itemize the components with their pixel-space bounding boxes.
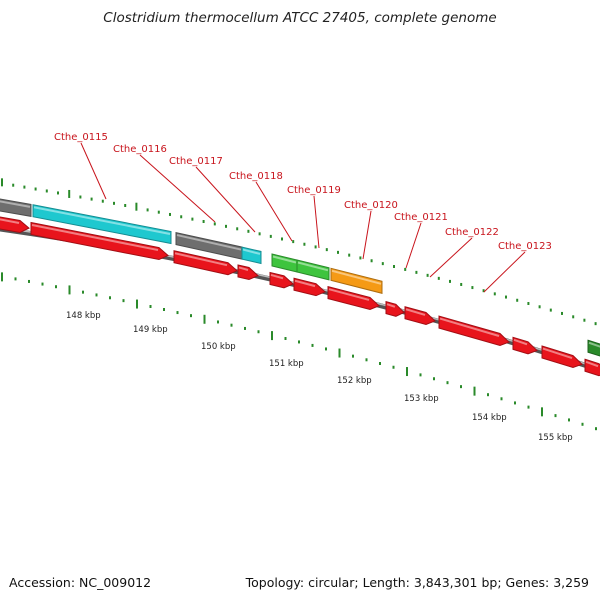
forward-gene (0, 198, 32, 217)
gene-label: Cthe_0116 (113, 144, 167, 155)
scale-label: 155 kbp (538, 433, 573, 443)
reverse-gene (541, 345, 583, 369)
forward-gene (587, 339, 600, 357)
forward-gene-highlight (33, 206, 171, 236)
reverse-gene (385, 301, 405, 317)
reverse-gene-highlight (439, 317, 500, 337)
scale-label: 150 kbp (201, 342, 236, 352)
inner-tick-ring (1, 272, 597, 431)
scale-label: 152 kbp (337, 376, 372, 386)
reverse-gene (438, 315, 510, 347)
scale-label: 151 kbp (269, 359, 304, 369)
forward-strand-genes (0, 198, 600, 357)
forward-gene-highlight (331, 269, 382, 285)
reverse-gene-highlight (585, 360, 599, 368)
reverse-gene (173, 250, 238, 276)
forward-gene (330, 267, 383, 294)
forward-gene (32, 204, 172, 245)
gene-label: Cthe_0122 (445, 227, 499, 238)
gene-label: Cthe_0120 (344, 200, 398, 211)
gene-label: Cthe_0117 (169, 156, 223, 167)
reverse-gene-highlight (542, 347, 573, 359)
reverse-gene (0, 216, 30, 234)
forward-gene-highlight (242, 248, 261, 255)
label-leader-line (80, 142, 107, 200)
scale-label: 148 kbp (66, 311, 101, 321)
forward-gene-highlight (272, 255, 297, 264)
label-leader-line (362, 210, 372, 260)
forward-gene (241, 246, 262, 265)
label-leader-line (255, 181, 293, 242)
reverse-gene-highlight (328, 288, 370, 301)
reverse-gene (327, 286, 380, 310)
scale-label: 149 kbp (133, 325, 168, 335)
reverse-gene (30, 221, 169, 261)
label-leader-line (313, 195, 320, 249)
label-leader-line (483, 251, 526, 293)
gene-label: Cthe_0118 (229, 171, 283, 182)
forward-gene-highlight (297, 261, 329, 272)
reverse-gene-highlight (386, 303, 396, 308)
gene-label: Cthe_0123 (498, 241, 552, 252)
reverse-gene (584, 358, 600, 377)
reverse-gene (293, 277, 326, 297)
reverse-gene-highlight (174, 252, 228, 267)
gene-label: Cthe_0119 (287, 185, 341, 196)
scale-labels: 148 kbp 149 kbp 150 kbp 151 kbp 152 kbp 153 k… (66, 311, 573, 443)
forward-gene-highlight (0, 200, 31, 208)
reverse-gene-highlight (294, 279, 316, 288)
forward-gene-highlight (176, 234, 242, 251)
gene-label: Cthe_0115 (54, 132, 108, 143)
scale-label: 154 kbp (472, 413, 507, 423)
reverse-gene-highlight (0, 218, 20, 224)
scale-label: 153 kbp (404, 394, 439, 404)
reverse-gene (269, 271, 294, 289)
label-leader-line (429, 237, 473, 278)
reverse-gene-highlight (405, 308, 426, 316)
reverse-gene-highlight (270, 273, 284, 280)
reverse-gene (237, 264, 259, 281)
reverse-gene (404, 306, 436, 326)
accession-text: Accession: NC_009012 (9, 575, 152, 590)
outer-tick-ring (1, 178, 597, 326)
label-leader-line (405, 222, 422, 269)
gene-label: Cthe_0121 (394, 212, 448, 223)
reverse-gene (512, 336, 538, 355)
genome-summary-text: Topology: circular; Length: 3,843,301 bp… (245, 575, 589, 590)
reverse-gene-highlight (31, 223, 159, 252)
reverse-gene-highlight (513, 338, 528, 346)
reverse-strand-genes (0, 216, 600, 377)
forward-gene-highlight (588, 341, 600, 348)
label-leader-lines (80, 142, 526, 293)
label-leader-line (139, 154, 216, 223)
map-title: Clostridium thermocellum ATCC 27405, com… (103, 10, 497, 26)
forward-gene (296, 259, 330, 281)
reverse-gene-highlight (238, 266, 249, 271)
label-leader-line (195, 166, 256, 233)
